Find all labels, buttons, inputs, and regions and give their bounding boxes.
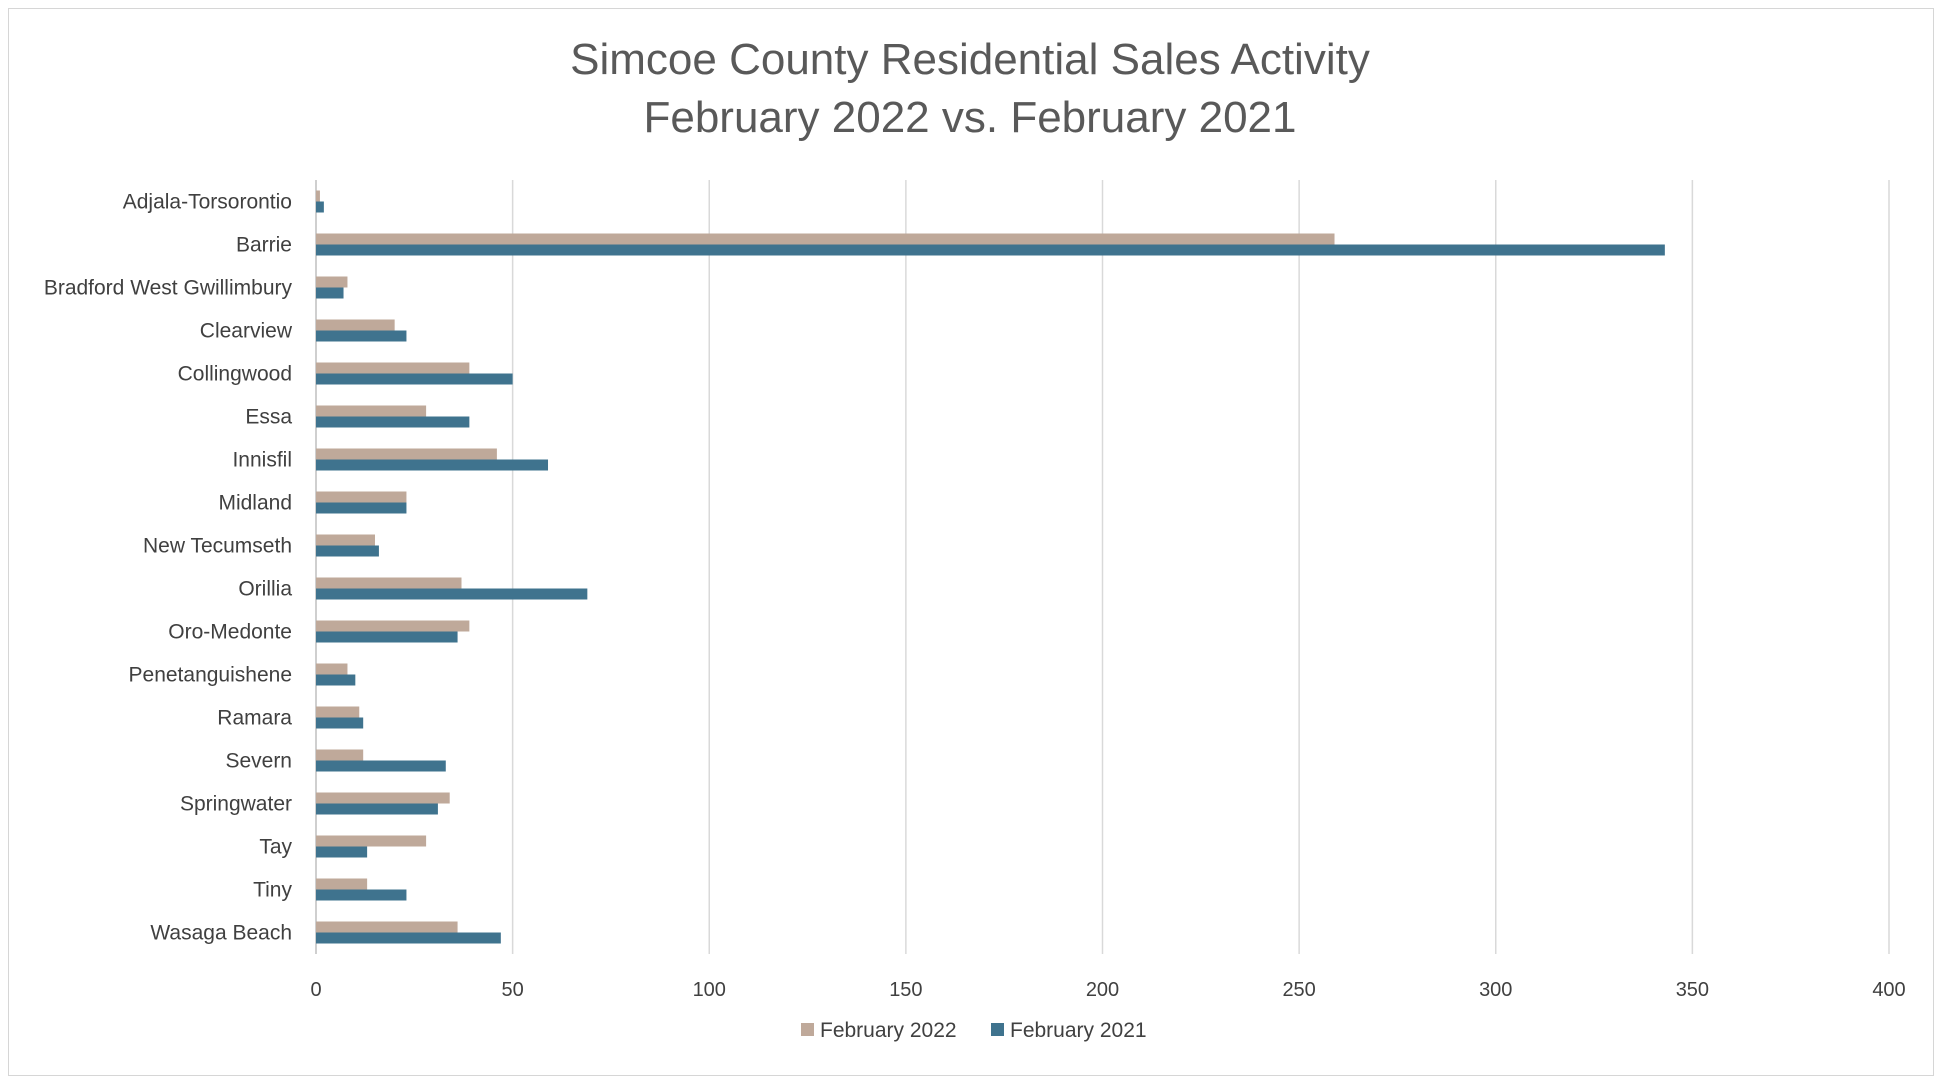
category-label: Penetanguishene bbox=[129, 664, 292, 687]
bar-feb-2022 bbox=[316, 577, 462, 589]
bar-feb-2022 bbox=[316, 319, 395, 331]
legend-label: February 2022 bbox=[820, 1019, 957, 1042]
x-tick-label: 50 bbox=[502, 979, 524, 1001]
category-label: Innisfil bbox=[232, 449, 292, 472]
bar-feb-2021 bbox=[316, 201, 324, 213]
category-label: Oro-Medonte bbox=[168, 621, 292, 644]
bar-feb-2021 bbox=[316, 631, 458, 643]
bar-feb-2021 bbox=[316, 889, 407, 901]
bar-feb-2021 bbox=[316, 330, 407, 342]
bar-feb-2021 bbox=[316, 502, 407, 514]
bar-feb-2021 bbox=[316, 760, 446, 772]
bar-feb-2021 bbox=[316, 287, 344, 299]
legend-swatch bbox=[991, 1023, 1004, 1036]
legend: February 2022 February 2021 bbox=[801, 1019, 1147, 1042]
category-label: New Tecumseth bbox=[143, 535, 292, 558]
bar-feb-2022 bbox=[316, 534, 375, 546]
bar-feb-2021 bbox=[316, 416, 470, 428]
bar-feb-2021 bbox=[316, 717, 364, 729]
category-label: Severn bbox=[225, 750, 292, 773]
category-label: Ramara bbox=[217, 707, 292, 730]
chart-title: Simcoe County Residential Sales Activity bbox=[570, 35, 1370, 84]
legend-label: February 2021 bbox=[1010, 1019, 1147, 1042]
bar-feb-2022 bbox=[316, 405, 427, 417]
category-label: Adjala-Torsorontio bbox=[123, 191, 292, 214]
x-tick-label: 350 bbox=[1676, 979, 1709, 1001]
bar-feb-2021 bbox=[316, 588, 588, 600]
bar-feb-2022 bbox=[316, 749, 364, 761]
gridlines bbox=[315, 180, 1890, 954]
bar-feb-2021 bbox=[316, 932, 501, 944]
bar-feb-2022 bbox=[316, 706, 360, 718]
bar-feb-2021 bbox=[316, 846, 368, 858]
bar-feb-2021 bbox=[316, 803, 438, 815]
bar-feb-2022 bbox=[316, 276, 348, 288]
x-tick-label: 250 bbox=[1282, 979, 1315, 1001]
category-label: Springwater bbox=[180, 793, 292, 816]
legend-swatch bbox=[801, 1023, 814, 1036]
bars bbox=[316, 190, 1665, 944]
x-tick-label: 400 bbox=[1872, 979, 1905, 1001]
category-label: Tay bbox=[259, 836, 292, 859]
category-label: Collingwood bbox=[178, 363, 292, 386]
bar-feb-2021 bbox=[316, 244, 1665, 256]
x-tick-label: 100 bbox=[693, 979, 726, 1001]
category-label: Midland bbox=[218, 492, 292, 515]
category-labels: Adjala-Torsorontio Barrie Bradford West Gw… bbox=[44, 191, 293, 945]
bar-feb-2022 bbox=[316, 921, 458, 933]
x-tick-label: 300 bbox=[1479, 979, 1512, 1001]
category-label: Tiny bbox=[253, 879, 292, 902]
chart-subtitle: February 2022 vs. February 2021 bbox=[643, 93, 1296, 142]
x-axis-ticks: 0 50 100 150 200 250 300 350 400 bbox=[310, 979, 1905, 1001]
bar-feb-2022 bbox=[316, 362, 470, 374]
category-label: Bradford West Gwillimbury bbox=[44, 277, 293, 300]
bar-feb-2021 bbox=[316, 674, 356, 686]
bar-feb-2021 bbox=[316, 459, 549, 471]
bar-feb-2022 bbox=[316, 663, 348, 675]
bar-feb-2022 bbox=[316, 792, 450, 804]
category-label: Clearview bbox=[200, 320, 293, 343]
bar-feb-2022 bbox=[316, 190, 320, 202]
category-label: Orillia bbox=[238, 578, 292, 601]
category-label: Wasaga Beach bbox=[150, 922, 292, 945]
bar-feb-2022 bbox=[316, 878, 368, 890]
category-label: Barrie bbox=[236, 234, 292, 257]
category-label: Essa bbox=[245, 406, 292, 429]
bar-feb-2022 bbox=[316, 233, 1335, 245]
bar-feb-2022 bbox=[316, 491, 407, 503]
bar-feb-2022 bbox=[316, 448, 497, 460]
bar-feb-2022 bbox=[316, 835, 427, 847]
x-tick-label: 0 bbox=[310, 979, 321, 1001]
x-tick-label: 200 bbox=[1086, 979, 1119, 1001]
bar-feb-2022 bbox=[316, 620, 470, 632]
x-tick-label: 150 bbox=[889, 979, 922, 1001]
bar-feb-2021 bbox=[316, 545, 379, 557]
bar-feb-2021 bbox=[316, 373, 513, 385]
